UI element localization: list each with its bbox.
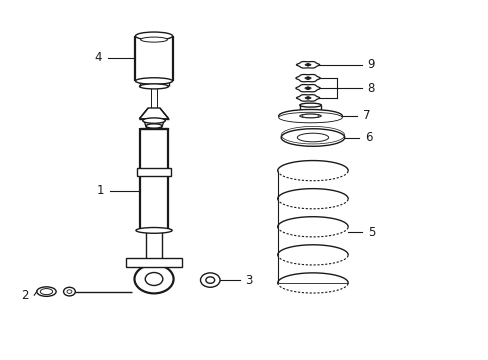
Ellipse shape bbox=[278, 109, 342, 122]
Polygon shape bbox=[143, 119, 164, 128]
Ellipse shape bbox=[139, 84, 168, 89]
Ellipse shape bbox=[281, 129, 344, 146]
Bar bbox=[140, 128, 167, 129]
Ellipse shape bbox=[301, 114, 319, 118]
Polygon shape bbox=[296, 95, 319, 101]
Bar bbox=[125, 258, 182, 267]
Ellipse shape bbox=[37, 287, 56, 296]
Ellipse shape bbox=[305, 77, 310, 79]
Ellipse shape bbox=[135, 32, 172, 40]
Ellipse shape bbox=[297, 133, 328, 142]
Ellipse shape bbox=[305, 64, 310, 66]
Circle shape bbox=[145, 273, 163, 285]
Ellipse shape bbox=[136, 228, 172, 233]
Text: 7: 7 bbox=[362, 109, 369, 122]
Circle shape bbox=[63, 287, 75, 296]
Ellipse shape bbox=[141, 37, 167, 42]
Ellipse shape bbox=[40, 289, 53, 294]
Bar bbox=[137, 168, 171, 176]
Text: 3: 3 bbox=[245, 274, 252, 287]
Circle shape bbox=[306, 64, 309, 66]
Ellipse shape bbox=[141, 260, 166, 265]
Ellipse shape bbox=[299, 114, 321, 118]
Ellipse shape bbox=[305, 87, 310, 89]
Ellipse shape bbox=[146, 124, 162, 128]
Polygon shape bbox=[295, 85, 320, 92]
Ellipse shape bbox=[135, 78, 172, 84]
Ellipse shape bbox=[278, 112, 342, 123]
Text: 6: 6 bbox=[365, 131, 372, 144]
Circle shape bbox=[200, 273, 220, 287]
Text: 2: 2 bbox=[21, 289, 28, 302]
Ellipse shape bbox=[305, 97, 310, 99]
Polygon shape bbox=[139, 108, 168, 119]
Circle shape bbox=[306, 77, 309, 79]
Circle shape bbox=[134, 265, 173, 293]
Circle shape bbox=[306, 97, 309, 99]
Polygon shape bbox=[296, 62, 319, 68]
Text: 5: 5 bbox=[367, 226, 374, 239]
Text: 9: 9 bbox=[367, 58, 374, 71]
Circle shape bbox=[306, 87, 309, 89]
Ellipse shape bbox=[299, 103, 321, 107]
Text: 4: 4 bbox=[94, 51, 102, 64]
Circle shape bbox=[205, 277, 214, 283]
Ellipse shape bbox=[142, 118, 165, 123]
Polygon shape bbox=[295, 75, 320, 82]
Circle shape bbox=[67, 290, 72, 293]
Text: 1: 1 bbox=[97, 184, 104, 197]
Text: 8: 8 bbox=[367, 81, 374, 95]
